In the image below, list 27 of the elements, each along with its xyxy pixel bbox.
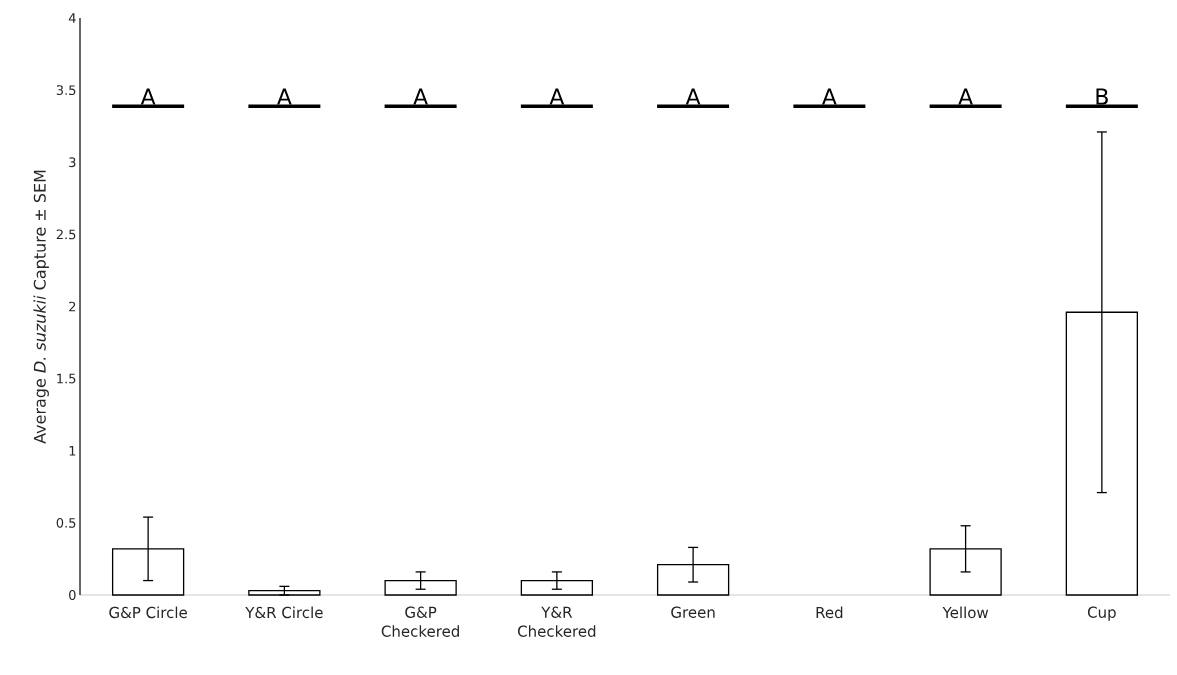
y-tick-label: 0 <box>69 590 76 600</box>
annotation: B <box>1096 88 1108 105</box>
y-tick-label: 0.5 <box>56 517 76 528</box>
y-tick-label: 2.5 <box>56 229 76 240</box>
y-tick-label: 3.5 <box>56 85 76 96</box>
y-tick-label: 3 <box>69 157 76 168</box>
annotation: A <box>822 88 837 105</box>
x-tick-label: Green <box>671 606 715 618</box>
y-tick-label: 2 <box>69 301 76 312</box>
annotation: A <box>413 88 428 105</box>
annotation: A <box>958 88 973 105</box>
y-tick-label: 1 <box>69 446 76 456</box>
x-tick-label: G&P Checkered <box>381 606 459 637</box>
x-tick-label: Y&R Circle <box>245 606 323 619</box>
annotation: A <box>685 88 701 105</box>
y-axis-title: Average D. suzukii Capture ± SEM <box>33 170 49 444</box>
x-tick-label: Yellow <box>942 606 989 619</box>
annotation: A <box>140 88 156 105</box>
x-tick-label: G&P Circle <box>109 606 187 619</box>
annotation: A <box>277 88 292 105</box>
x-tick-label: Red <box>816 606 843 619</box>
annotation: A <box>549 88 565 105</box>
y-tick-label: 4 <box>68 13 76 23</box>
y-tick-label: 1.5 <box>57 373 76 384</box>
x-tick-label: Cup <box>1087 606 1116 621</box>
x-tick-label: Y&R Checkered <box>518 606 596 637</box>
bar <box>248 590 321 596</box>
